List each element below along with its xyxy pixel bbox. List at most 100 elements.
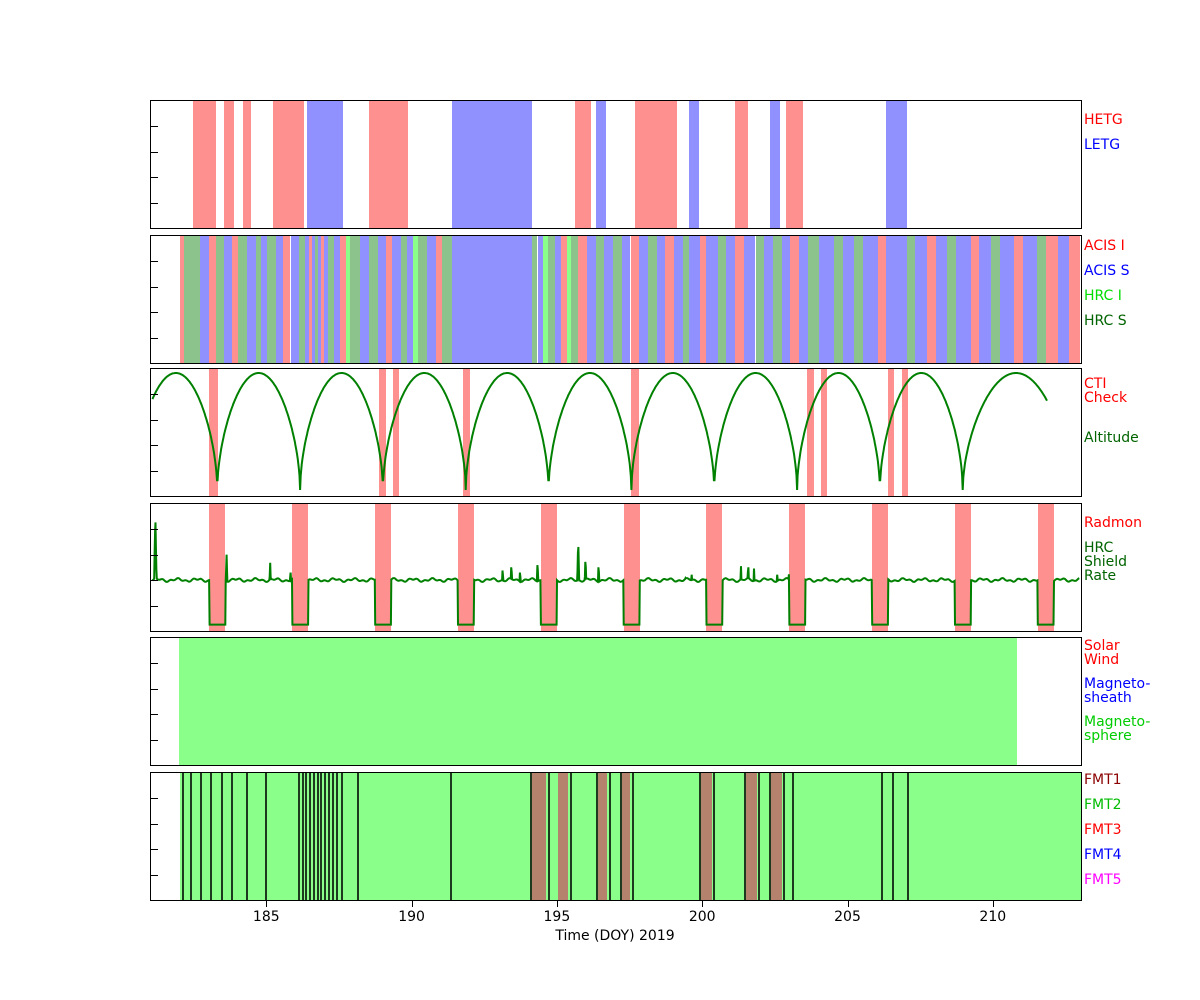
letg-band bbox=[451, 101, 532, 228]
y-tick bbox=[151, 152, 158, 153]
acis-i-band bbox=[735, 236, 744, 363]
x-tick-label: 195 bbox=[543, 909, 571, 925]
panel-instruments bbox=[150, 235, 1082, 364]
legend-line: Wind bbox=[1084, 652, 1120, 668]
x-tick bbox=[702, 900, 704, 907]
hrc-s-band bbox=[990, 236, 1000, 363]
acis-s-band bbox=[604, 236, 614, 363]
hrc-s-band bbox=[1037, 236, 1047, 363]
format-change-line bbox=[450, 773, 453, 900]
legend-line: ACIS S bbox=[1084, 263, 1130, 279]
cti-check-band bbox=[209, 369, 218, 496]
legend-fmt3: FMT3 bbox=[1084, 823, 1122, 837]
legend-line: Check bbox=[1084, 390, 1128, 406]
panel-fmt bbox=[150, 772, 1082, 901]
hrc-s-band bbox=[184, 236, 201, 363]
legend-line: FMT3 bbox=[1084, 822, 1122, 838]
y-tick bbox=[151, 529, 158, 530]
hrc-s-band bbox=[328, 236, 335, 363]
acis-i-band bbox=[700, 236, 707, 363]
format-change-line bbox=[189, 773, 192, 900]
acis-s-band bbox=[261, 236, 268, 363]
hetg-band bbox=[273, 101, 304, 228]
acis-s-band bbox=[290, 236, 300, 363]
format-change-line bbox=[698, 773, 701, 900]
acis-s-band bbox=[334, 236, 340, 363]
acis-s-band bbox=[956, 236, 971, 363]
acis-i-band bbox=[386, 236, 393, 363]
x-tick bbox=[556, 900, 558, 907]
y-tick bbox=[151, 394, 158, 395]
acis-i-band bbox=[665, 236, 675, 363]
legend-fmt5: FMT5 bbox=[1084, 873, 1122, 887]
hrc-s-band bbox=[216, 236, 224, 363]
format-change-line bbox=[906, 773, 909, 900]
acis-s-band bbox=[726, 236, 736, 363]
legend-line: Magneto- bbox=[1084, 714, 1151, 730]
acis-s-band bbox=[305, 236, 310, 363]
acis-s-band bbox=[979, 236, 991, 363]
acis-i-band bbox=[209, 236, 217, 363]
legend-line: CTI bbox=[1084, 376, 1107, 392]
acis-s-band bbox=[781, 236, 791, 363]
hrc-s-band bbox=[315, 236, 319, 363]
format-change-line bbox=[530, 773, 533, 900]
hrc-s-band bbox=[906, 236, 916, 363]
legend-line: Radmon bbox=[1084, 515, 1142, 531]
y-tick bbox=[151, 714, 158, 715]
format-change-line bbox=[312, 773, 315, 900]
legend-hetg: HETG bbox=[1084, 113, 1123, 127]
legend-line: sheath bbox=[1084, 690, 1132, 706]
format-change-line bbox=[892, 773, 895, 900]
fmt1-band bbox=[770, 773, 782, 900]
hrc-s-band bbox=[299, 236, 305, 363]
acis-s-band bbox=[621, 236, 631, 363]
acis-i-band bbox=[790, 236, 800, 363]
hetg-band bbox=[575, 101, 592, 228]
acis-s-band bbox=[999, 236, 1015, 363]
x-tick-label: 205 bbox=[834, 909, 861, 925]
acis-s-band bbox=[1022, 236, 1038, 363]
format-change-line bbox=[743, 773, 746, 900]
format-change-line bbox=[768, 773, 771, 900]
x-tick-label: 185 bbox=[252, 909, 280, 925]
acis-i-band bbox=[435, 236, 442, 363]
hrc-s-band bbox=[350, 236, 361, 363]
hrc-s-band bbox=[772, 236, 782, 363]
format-change-line bbox=[264, 773, 267, 900]
acis-s-band bbox=[915, 236, 927, 363]
x-tick bbox=[411, 900, 413, 907]
format-change-line bbox=[357, 773, 360, 900]
legend-line: FMT2 bbox=[1084, 797, 1122, 813]
acis-s-band bbox=[555, 236, 561, 363]
hetg-band bbox=[369, 101, 409, 228]
format-change-line bbox=[199, 773, 202, 900]
legend-line: HRC S bbox=[1084, 313, 1127, 329]
acis-s-band bbox=[200, 236, 210, 363]
legend-solar: Solar Wind bbox=[1084, 639, 1120, 667]
radmon-disable-band bbox=[540, 504, 557, 631]
acis-i-band bbox=[560, 236, 567, 363]
format-change-line bbox=[331, 773, 334, 900]
radmon-disable-band bbox=[457, 504, 474, 631]
acis-s-band bbox=[935, 236, 948, 363]
format-change-line bbox=[620, 773, 623, 900]
hrc-s-band bbox=[595, 236, 605, 363]
acis-s-band bbox=[656, 236, 666, 363]
legend-line: HRC bbox=[1084, 540, 1114, 556]
cti-check-band bbox=[902, 369, 909, 496]
acis-s-band bbox=[799, 236, 808, 363]
letg-band bbox=[306, 101, 343, 228]
format-change-line bbox=[547, 773, 550, 900]
acis-s-band bbox=[276, 236, 284, 363]
hrc-s-band bbox=[834, 236, 843, 363]
fmt1-band bbox=[597, 773, 608, 900]
fmt1-band bbox=[531, 773, 547, 900]
legend-line: sphere bbox=[1084, 728, 1132, 744]
y-tick bbox=[151, 663, 158, 664]
cti-check-band bbox=[630, 369, 639, 496]
radmon-disable-band bbox=[872, 504, 888, 631]
format-change-line bbox=[245, 773, 248, 900]
format-change-line bbox=[320, 773, 323, 900]
legend-line: HRC I bbox=[1084, 288, 1122, 304]
